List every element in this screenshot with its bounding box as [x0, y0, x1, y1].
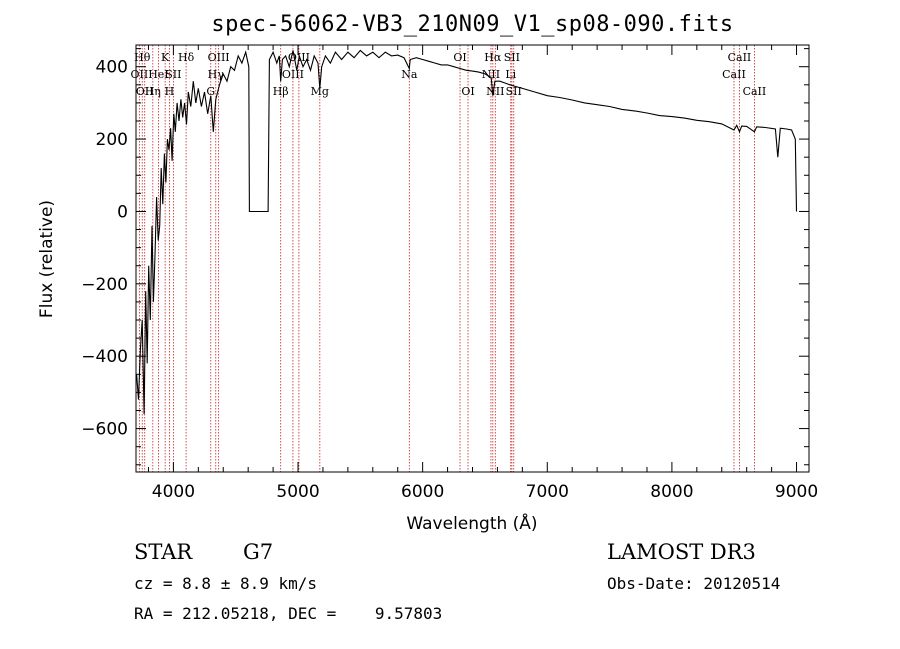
- line-label-25: CaII: [722, 68, 746, 81]
- y-axis-label: Flux (relative): [37, 200, 57, 318]
- y-tick-label-1: −400: [81, 347, 128, 367]
- line-label-8: Hδ: [178, 51, 195, 64]
- x-axis-label: Wavelength (Å): [406, 512, 537, 534]
- x-tick-label-2: 6000: [401, 482, 444, 502]
- observation-date: Obs-Date: 20120514: [607, 574, 781, 593]
- line-label-15: Mg: [311, 85, 329, 98]
- line-label-26: CaII: [728, 51, 752, 64]
- line-label-24: SII: [506, 85, 522, 98]
- line-label-27: CaII: [743, 85, 767, 98]
- line-label-21: NII: [486, 85, 504, 98]
- line-label-10: Hγ: [208, 68, 225, 81]
- y-tick-label-3: 0: [117, 202, 128, 222]
- x-tick-label-4: 8000: [650, 482, 693, 502]
- x-tick-label-0: 4000: [152, 482, 195, 502]
- line-label-23: SII: [504, 51, 520, 64]
- chart-title: spec-56062-VB3_210N09_V1_sp08-090.fits: [211, 12, 734, 37]
- coordinates: RA = 212.05218, DEC = 9.57803: [134, 604, 443, 623]
- plot-frame: [135, 44, 810, 473]
- line-label-17: OI: [453, 51, 466, 64]
- line-label-16: Na: [401, 68, 418, 81]
- x-tick-label-3: 7000: [526, 482, 569, 502]
- spectrum-series-line: [136, 49, 798, 415]
- line-label-19: NII: [482, 68, 500, 81]
- y-tick-label-2: −200: [81, 275, 128, 295]
- x-tick-label-1: 5000: [276, 482, 319, 502]
- line-label-6: H: [165, 85, 175, 98]
- line-label-20: Hα: [484, 51, 502, 64]
- y-tick-label-5: 400: [96, 58, 128, 78]
- line-label-9: G: [206, 85, 215, 98]
- line-label-5: K: [161, 51, 170, 64]
- line-label-13: OIII: [282, 68, 304, 81]
- line-label-18: OI: [461, 85, 474, 98]
- y-tick-label-4: 200: [96, 130, 128, 150]
- line-label-11: OIII: [208, 51, 230, 64]
- y-tick-label-0: −600: [81, 420, 128, 440]
- survey-name: LAMOST DR3: [607, 540, 756, 564]
- redshift-velocity: cz = 8.8 ± 8.9 km/s: [134, 574, 318, 593]
- object-subclass: G7: [243, 540, 274, 564]
- axis-ticks: 4000 5000 6000 7000 8000 9000 −600 −400 −200 0 200…: [81, 45, 818, 502]
- line-label-22: Li: [505, 68, 516, 81]
- line-label-4: HeI: [148, 68, 168, 81]
- line-label-3: Hη: [145, 85, 161, 98]
- object-class: STAR: [134, 540, 193, 564]
- line-label-1: Hθ: [134, 51, 151, 64]
- emission-line-markers: [138, 45, 755, 472]
- line-label-0: OII: [131, 68, 149, 81]
- x-tick-label-5: 9000: [775, 482, 818, 502]
- line-label-12: Hβ: [273, 85, 289, 98]
- line-label-2: OII: [136, 85, 154, 98]
- line-label-7: SII: [165, 68, 181, 81]
- emission-line-labels: OIIHθOIIHηHeIKHSIIHδGHγOIIIHβOIIIOIIIMgN…: [131, 51, 767, 98]
